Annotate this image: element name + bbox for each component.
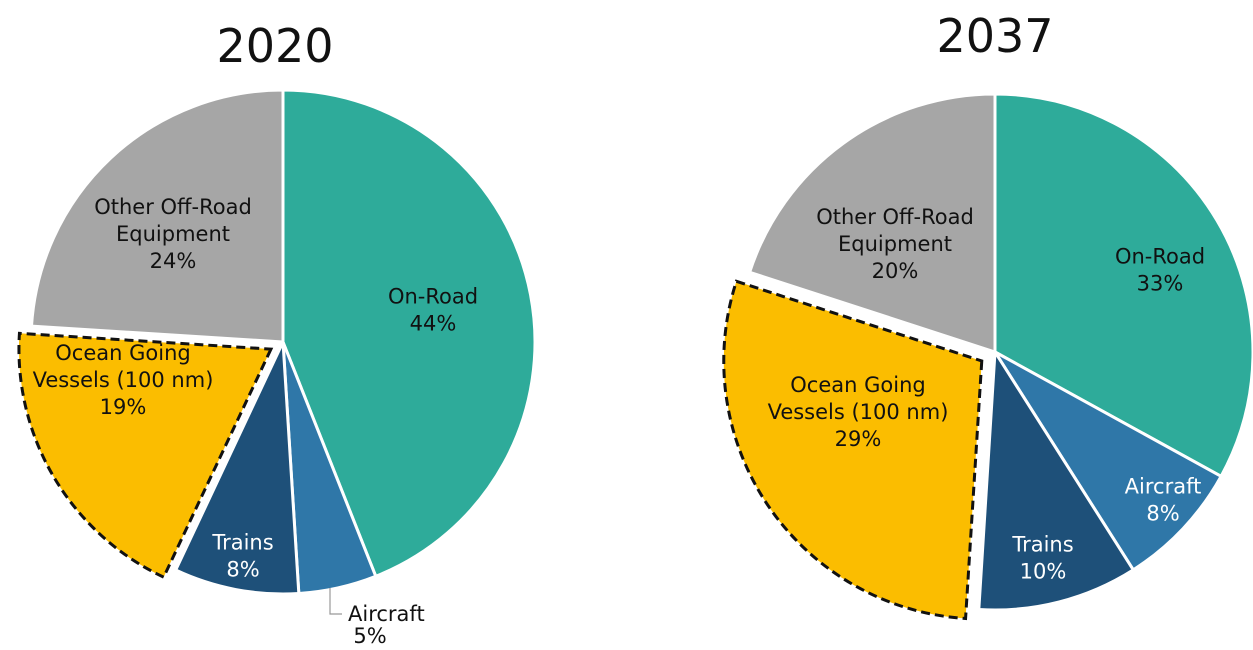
pie-slice-other-off-road-equipment-2020 — [29, 88, 285, 344]
slice-label-aircraft-2037: Aircraft 8% — [1125, 475, 1202, 526]
pie-slice-trains-2020 — [173, 341, 301, 596]
slice-label-on-road-2020: On-Road 44% — [388, 285, 478, 336]
pie-slice-ocean-going-vessels-100-nm-2020 — [17, 331, 274, 580]
slice-label-aircraft-2020-value: 5% — [353, 624, 386, 648]
pie-slice-ocean-going-vessels-100-nm-2037 — [722, 279, 984, 621]
slice-label-trains-2037: Trains 10% — [1011, 533, 1073, 584]
aircraft-leader-line-2020 — [329, 588, 342, 615]
pie-slice-on-road-2020 — [281, 88, 537, 579]
slice-label-other-off-road-equipment-2020: Other Off-Road Equipment 24% — [94, 195, 252, 273]
slice-label-aircraft-2020: Aircraft — [348, 602, 425, 626]
pie-slice-aircraft-2037 — [993, 350, 1224, 572]
pie-slice-trains-2037 — [977, 347, 1136, 612]
slice-label-trains-2020: Trains 8% — [211, 531, 273, 582]
slice-label-ocean-going-vessels-100-nm-2037: Ocean Going Vessels (100 nm) 29% — [768, 373, 949, 451]
slice-label-other-off-road-equipment-2037: Other Off-Road Equipment 20% — [816, 205, 974, 283]
chart-title-2020: 2020 — [216, 19, 333, 73]
pie-slice-on-road-2037 — [993, 92, 1253, 479]
slice-label-ocean-going-vessels-100-nm-2020: Ocean Going Vessels (100 nm) 19% — [33, 341, 214, 419]
pie-slice-other-off-road-equipment-2037 — [747, 92, 997, 355]
slice-label-on-road-2037: On-Road 33% — [1115, 245, 1205, 296]
chart-title-2037: 2037 — [936, 9, 1053, 63]
